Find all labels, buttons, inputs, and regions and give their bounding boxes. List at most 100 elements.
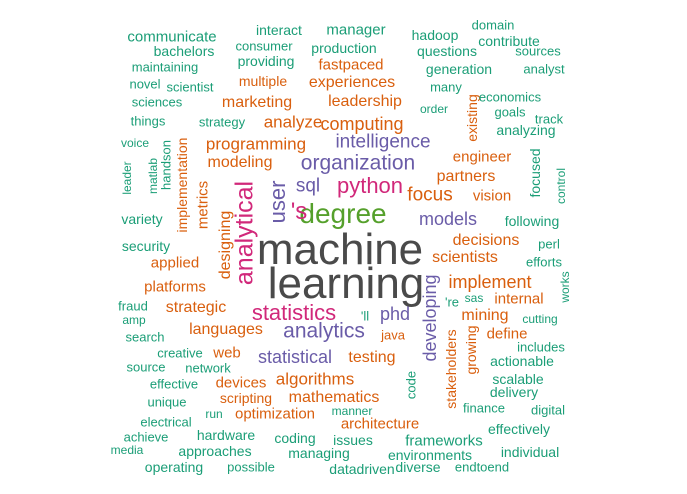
word-platforms: platforms bbox=[144, 278, 206, 296]
word-vision: vision bbox=[472, 187, 512, 205]
word-novel: novel bbox=[129, 76, 161, 92]
word-generation: generation bbox=[425, 61, 493, 77]
word-strategic: strategic bbox=[165, 299, 227, 316]
word-endtoend: endtoend bbox=[454, 459, 510, 475]
word-strategy: strategy bbox=[198, 114, 246, 130]
word-questions: questions bbox=[417, 43, 477, 59]
word-leader: leader bbox=[120, 161, 134, 195]
word-scalable: scalable bbox=[492, 371, 544, 387]
word-manner: manner bbox=[331, 404, 373, 418]
word-analyze: analyze bbox=[263, 112, 323, 132]
word-machine: machine bbox=[256, 225, 424, 274]
word-computing: computing bbox=[320, 114, 404, 134]
word-achieve: achieve bbox=[123, 429, 169, 445]
word-organization: organization bbox=[300, 151, 416, 175]
word-track: track bbox=[534, 111, 564, 127]
word-python: python bbox=[336, 173, 404, 198]
word-modeling: modeling bbox=[207, 154, 273, 171]
word-variety: variety bbox=[121, 211, 163, 227]
word-scripting: scripting bbox=[219, 390, 273, 406]
word-search: search bbox=[125, 329, 165, 345]
word-architecture: architecture bbox=[340, 415, 420, 433]
word-run: run bbox=[205, 407, 223, 421]
word-works: works bbox=[558, 271, 572, 303]
word-order: order bbox=[419, 102, 449, 116]
word-define: define bbox=[486, 325, 528, 343]
word-analytical: analytical bbox=[230, 180, 259, 286]
word-possible: possible bbox=[227, 459, 275, 475]
word-unique: unique bbox=[147, 394, 187, 410]
word-frameworks: frameworks bbox=[405, 432, 483, 450]
word-maintaining: maintaining bbox=[131, 59, 199, 75]
word-sciences: sciences bbox=[131, 94, 183, 110]
word-consumer: consumer bbox=[235, 38, 293, 54]
word-individual: individual bbox=[500, 444, 560, 460]
word-focused: focused bbox=[527, 148, 543, 198]
word-focus: focus bbox=[407, 184, 453, 206]
word-marketing: marketing bbox=[221, 94, 293, 111]
word-leadership: leadership bbox=[328, 93, 402, 110]
word-internal: internal bbox=[494, 290, 544, 308]
word-approaches: approaches bbox=[178, 443, 252, 459]
word-goals: goals bbox=[494, 104, 526, 120]
word-ll: 'll bbox=[360, 308, 370, 324]
word-contribute: contribute bbox=[478, 33, 540, 49]
word-environments: environments bbox=[387, 447, 473, 463]
word-delivery: delivery bbox=[489, 384, 539, 400]
word-programming: programming bbox=[205, 134, 307, 154]
word-analyzing: analyzing bbox=[496, 122, 556, 138]
word-matlab: matlab bbox=[146, 157, 160, 195]
word-includes: includes bbox=[517, 339, 565, 355]
word-analyst: analyst bbox=[523, 61, 565, 77]
word-finance: finance bbox=[463, 400, 505, 416]
word-scientists: scientists bbox=[432, 249, 498, 266]
word-optimization: optimization bbox=[234, 405, 316, 423]
word-existing: existing bbox=[464, 94, 480, 142]
word-perl: perl bbox=[538, 236, 560, 252]
word-mathematics: mathematics bbox=[288, 389, 380, 406]
word-control: control bbox=[554, 167, 568, 205]
word-decisions: decisions bbox=[452, 232, 520, 249]
word-things: things bbox=[130, 113, 166, 129]
word-amp: amp bbox=[122, 313, 146, 327]
word-network: network bbox=[185, 360, 231, 376]
word-actionable: actionable bbox=[490, 353, 554, 369]
word-domain: domain bbox=[471, 17, 515, 33]
word-applied: applied bbox=[150, 254, 200, 272]
word-coding: coding bbox=[274, 430, 316, 446]
word-phd: phd bbox=[379, 304, 411, 324]
word-bachelors: bachelors bbox=[153, 43, 215, 59]
word-implementation: implementation bbox=[174, 137, 190, 233]
word-user: user bbox=[265, 180, 290, 224]
word-learning: learning bbox=[267, 259, 425, 308]
word-communicate: communicate bbox=[127, 28, 217, 46]
word-handson: handson bbox=[158, 140, 174, 190]
word-designing: designing bbox=[217, 210, 234, 280]
word-many: many bbox=[430, 79, 462, 95]
word-experiences: experiences bbox=[308, 74, 396, 91]
word-partners: partners bbox=[436, 168, 496, 185]
word-source: source bbox=[126, 359, 166, 375]
word-datadriven: datadriven bbox=[329, 461, 395, 477]
word-electrical: electrical bbox=[140, 414, 192, 430]
word-java: java bbox=[381, 327, 405, 343]
word-intelligence: intelligence bbox=[335, 131, 431, 153]
word-manager: manager bbox=[326, 21, 386, 39]
word-economics: economics bbox=[478, 89, 542, 105]
word-models: models bbox=[418, 209, 478, 229]
word-media: media bbox=[110, 443, 144, 457]
word-statistical: statistical bbox=[257, 347, 333, 367]
word-multiple: multiple bbox=[238, 73, 288, 89]
word-interact: interact bbox=[256, 22, 302, 38]
word-operating: operating bbox=[144, 459, 204, 475]
word-hardware: hardware bbox=[196, 427, 256, 443]
word-sql: sql bbox=[295, 175, 321, 197]
word-testing: testing bbox=[348, 349, 396, 366]
word-web: web bbox=[213, 344, 241, 362]
word-issues: issues bbox=[333, 432, 373, 448]
word-providing: providing bbox=[237, 53, 295, 69]
word-engineer: engineer bbox=[452, 148, 512, 166]
word-analytics: analytics bbox=[283, 319, 365, 343]
word-diverse: diverse bbox=[395, 459, 441, 475]
